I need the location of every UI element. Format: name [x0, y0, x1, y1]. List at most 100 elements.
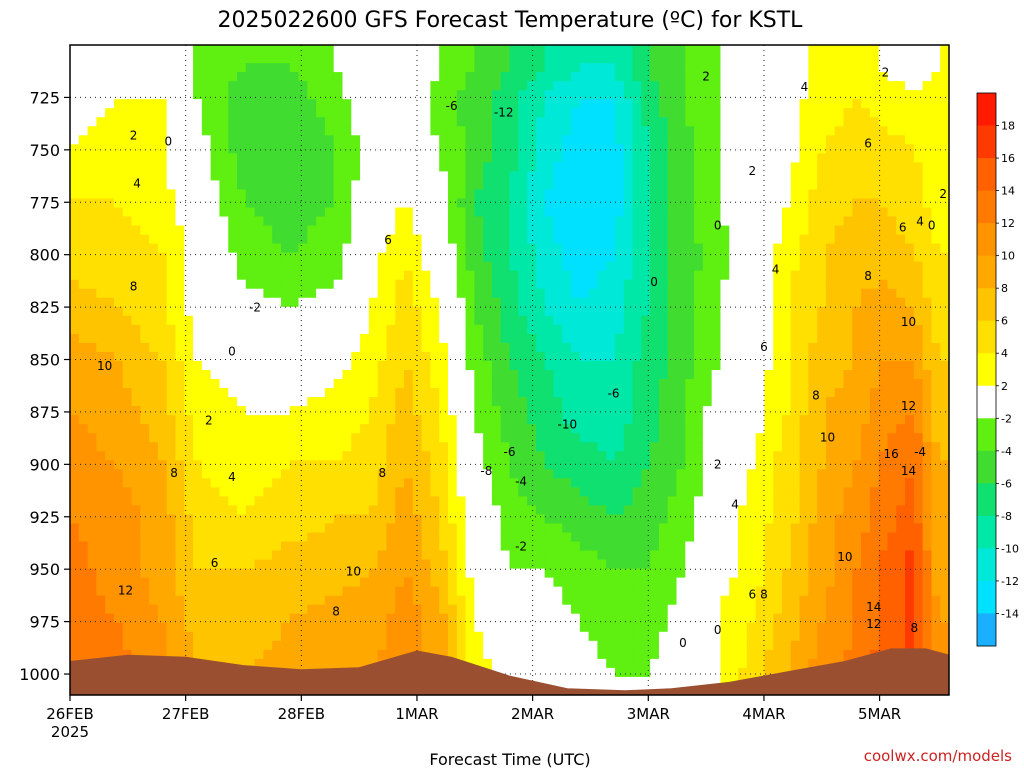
heatmap-cell	[184, 370, 194, 380]
heatmap-cell	[404, 243, 414, 254]
heatmap-cell	[562, 162, 572, 172]
heatmap-cell	[808, 162, 818, 172]
heatmap-cell	[781, 370, 792, 380]
heatmap-cell	[210, 117, 221, 127]
heatmap-cell	[404, 406, 414, 416]
heatmap-cell	[219, 442, 229, 452]
heatmap-cell	[456, 397, 467, 407]
heatmap-cell	[940, 406, 949, 416]
heatmap-cell	[817, 243, 827, 254]
heatmap-cell	[439, 478, 449, 488]
heatmap-cell	[571, 324, 581, 335]
heatmap-cell	[746, 81, 757, 91]
heatmap-cell	[201, 252, 212, 263]
heatmap-cell	[764, 351, 774, 362]
heatmap-cell	[491, 433, 502, 443]
heatmap-cell	[131, 360, 141, 371]
heatmap-cell	[913, 198, 924, 209]
heatmap-cell	[324, 306, 335, 317]
heatmap-cell	[175, 54, 185, 64]
heatmap-cell	[544, 370, 555, 380]
heatmap-cell	[878, 279, 889, 290]
heatmap-cell	[368, 270, 379, 281]
heatmap-cell	[157, 487, 168, 497]
heatmap-cell	[219, 234, 229, 245]
heatmap-cell	[597, 442, 607, 452]
heatmap-cell	[500, 180, 511, 191]
heatmap-cell	[456, 135, 467, 145]
heatmap-cell	[597, 108, 607, 118]
heatmap-cell	[553, 99, 563, 109]
heatmap-cell	[799, 63, 809, 73]
heatmap-cell	[896, 406, 906, 416]
heatmap-cell	[606, 162, 616, 172]
heatmap-cell	[650, 469, 660, 479]
heatmap-cell	[808, 451, 818, 461]
heatmap-cell	[632, 351, 642, 362]
heatmap-cell	[764, 63, 774, 73]
heatmap-cell	[887, 342, 897, 353]
heatmap-cell	[623, 342, 634, 353]
heatmap-cell	[614, 288, 625, 299]
heatmap-cell	[122, 324, 133, 335]
heatmap-cell	[474, 135, 484, 145]
heatmap-cell	[702, 180, 713, 191]
heatmap-cell	[623, 270, 634, 281]
heatmap-cell	[149, 117, 159, 127]
heatmap-cell	[931, 171, 941, 182]
heatmap-cell	[201, 397, 212, 407]
heatmap-cell	[650, 90, 660, 100]
heatmap-cell	[78, 198, 89, 209]
heatmap-cell	[500, 415, 511, 425]
heatmap-cell	[131, 270, 141, 281]
heatmap-cell	[746, 189, 757, 200]
heatmap-cell	[351, 99, 361, 109]
heatmap-cell	[571, 243, 581, 254]
heatmap-cell	[518, 225, 528, 236]
heatmap-cell	[316, 487, 326, 497]
heatmap-cell	[614, 234, 625, 245]
heatmap-cell	[905, 306, 915, 317]
heatmap-cell	[667, 171, 678, 182]
heatmap-cell	[395, 252, 405, 263]
heatmap-cell	[790, 433, 801, 443]
heatmap-cell	[78, 297, 89, 308]
heatmap-cell	[729, 451, 739, 461]
heatmap-cell	[518, 415, 528, 425]
heatmap-cell	[544, 487, 555, 497]
heatmap-cell	[263, 234, 273, 245]
heatmap-cell	[658, 153, 669, 163]
heatmap-cell	[307, 487, 317, 497]
heatmap-cell	[711, 315, 722, 326]
heatmap-cell	[825, 397, 836, 407]
heatmap-cell	[333, 198, 344, 209]
heatmap-cell	[869, 135, 880, 145]
heatmap-cell	[298, 180, 308, 191]
heatmap-cell	[456, 469, 467, 479]
heatmap-cell	[843, 81, 853, 91]
heatmap-cell	[641, 243, 651, 254]
heatmap-cell	[922, 270, 933, 281]
heatmap-cell	[913, 397, 924, 407]
heatmap-cell	[834, 315, 845, 326]
heatmap-cell	[245, 99, 256, 109]
heatmap-cell	[553, 63, 563, 73]
heatmap-cell	[324, 379, 335, 389]
heatmap-cell	[685, 99, 695, 109]
heatmap-cell	[571, 252, 581, 263]
heatmap-cell	[597, 460, 607, 470]
heatmap-cell	[702, 415, 713, 425]
heatmap-cell	[263, 306, 273, 317]
heatmap-cell	[606, 243, 616, 254]
heatmap-cell	[140, 324, 150, 335]
heatmap-cell	[439, 153, 449, 163]
heatmap-cell	[360, 333, 370, 344]
heatmap-cell	[632, 135, 642, 145]
heatmap-cell	[447, 388, 458, 398]
heatmap-cell	[790, 315, 801, 326]
heatmap-cell	[922, 388, 933, 398]
heatmap-cell	[465, 324, 475, 335]
heatmap-cell	[658, 72, 669, 82]
heatmap-cell	[571, 63, 581, 73]
heatmap-cell	[869, 469, 880, 479]
